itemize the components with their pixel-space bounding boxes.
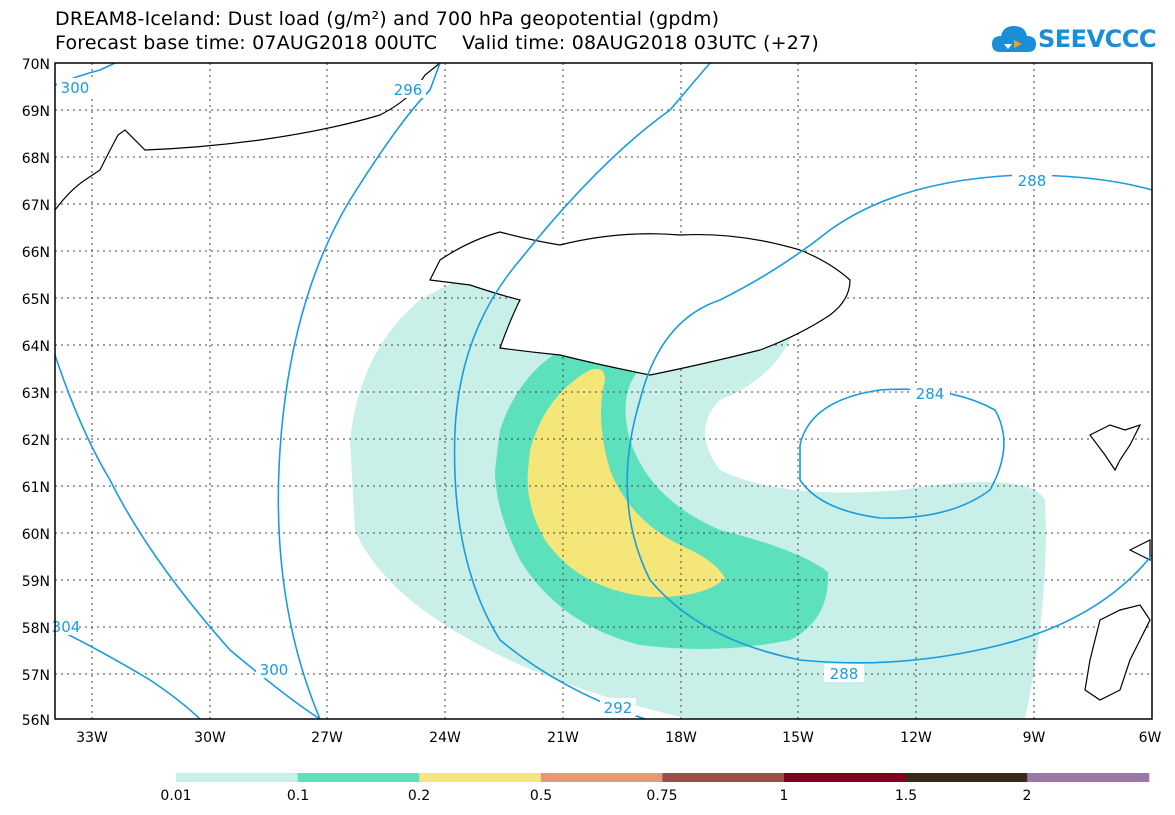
longitude-labels: 33W 30W 27W 24W 21W 18W 15W 12W 9W 6W	[76, 730, 1161, 746]
lon-label: 15W	[782, 730, 814, 746]
dust-fill-0.2	[527, 368, 725, 598]
lat-label: 62N	[22, 433, 50, 449]
logo-text: SEEVCCC	[1038, 25, 1157, 53]
lat-label: 60N	[22, 527, 50, 543]
colorbar-label: 0.5	[530, 788, 552, 804]
contour-label: 288	[830, 665, 859, 683]
lat-label: 56N	[22, 713, 50, 729]
map-frame	[54, 62, 1153, 720]
lat-label: 58N	[22, 621, 50, 637]
colorbar-label: 0.2	[408, 788, 430, 804]
colorbar-swatch	[784, 773, 907, 782]
lon-label: 9W	[1023, 730, 1046, 746]
colorbar-label: 1	[780, 788, 789, 804]
lat-label: 66N	[22, 245, 50, 261]
colorbar-swatch	[297, 773, 420, 782]
lat-label: 70N	[22, 57, 50, 73]
contour-label: 288	[1018, 172, 1047, 190]
contour-label: 304	[52, 618, 81, 636]
lat-label: 67N	[22, 198, 50, 214]
colorbar-labels: 0.01 0.1 0.2 0.5 0.75 1 1.5 2	[160, 788, 1031, 804]
lon-label: 24W	[429, 730, 461, 746]
lon-label: 12W	[900, 730, 932, 746]
contour-label: 300	[260, 661, 289, 679]
colorbar-swatch	[1027, 773, 1150, 782]
cloud-logo-icon	[992, 26, 1036, 52]
lat-label: 68N	[22, 151, 50, 167]
lat-label: 59N	[22, 574, 50, 590]
lon-label: 6W	[1139, 730, 1162, 746]
colorbar-swatch	[905, 773, 1028, 782]
lon-label: 30W	[194, 730, 226, 746]
lon-label: 21W	[547, 730, 579, 746]
colorbar-label: 1.5	[895, 788, 917, 804]
geopotential-contours	[54, 62, 1153, 720]
lon-label: 33W	[76, 730, 108, 746]
lat-label: 65N	[22, 292, 50, 308]
colorbar-label: 0.75	[646, 788, 677, 804]
lat-label: 63N	[22, 386, 50, 402]
contour-label: 300	[61, 79, 90, 97]
lon-label: 27W	[311, 730, 343, 746]
contour-label: 284	[916, 385, 945, 403]
contour-label: 296	[394, 81, 423, 99]
colorbar-label: 2	[1023, 788, 1032, 804]
lat-label: 69N	[22, 104, 50, 120]
colorbar	[176, 773, 1150, 782]
latitude-labels: 70N 69N 68N 67N 66N 65N 64N 63N 62N 61N …	[22, 57, 50, 729]
colorbar-label: 0.01	[160, 788, 191, 804]
lon-label: 18W	[665, 730, 697, 746]
colorbar-label: 0.1	[287, 788, 309, 804]
lat-label: 64N	[22, 339, 50, 355]
map-title: DREAM8-Iceland: Dust load (g/m²) and 700…	[55, 8, 720, 30]
coastlines	[54, 62, 1151, 701]
dust-fill-0.01	[350, 247, 1046, 719]
map-subtitle: Forecast base time: 07AUG2018 00UTC Vali…	[55, 32, 819, 54]
colorbar-swatch	[662, 773, 785, 782]
colorbar-swatch	[419, 773, 542, 782]
colorbar-swatch	[540, 773, 663, 782]
contour-label: 292	[604, 699, 633, 717]
lat-label: 57N	[22, 668, 50, 684]
colorbar-swatch	[176, 773, 299, 782]
contour-labels: 300 296 288 284 288 292 300 304	[52, 78, 1052, 717]
lat-label: 61N	[22, 480, 50, 496]
